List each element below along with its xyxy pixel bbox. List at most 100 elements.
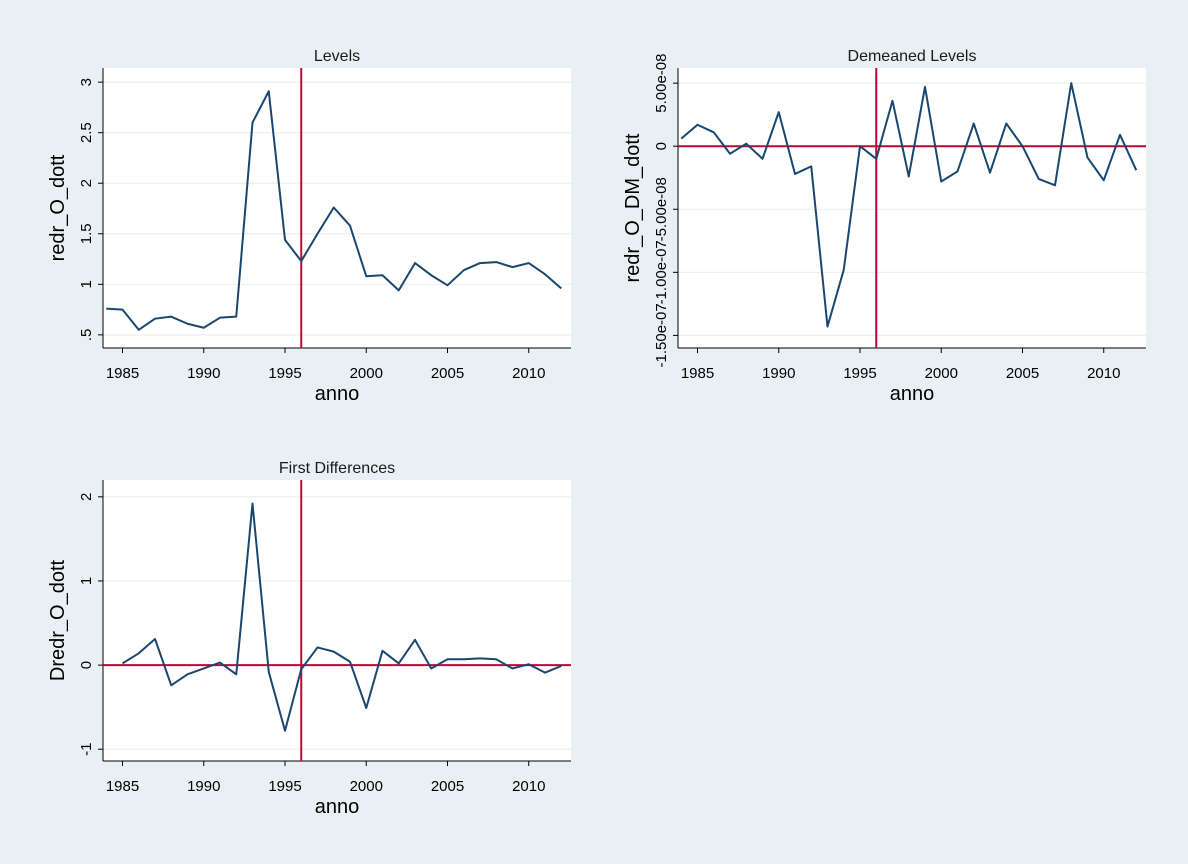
chart-2-point-1985 [695,122,700,127]
chart-3-point-1995 [283,728,288,733]
chart-2-point-1986 [711,130,716,135]
chart-2-point-1999 [923,84,928,89]
chart-3-title: First Differences [279,460,395,477]
chart-3-point-1992 [234,672,239,677]
chart-2-point-2003 [988,170,993,175]
chart-1-ytick-label-5: 3 [78,78,95,86]
chart-1-point-2002 [396,288,401,293]
chart-1-point-1991 [218,315,223,320]
chart-2-ytick-label-1: -1.00e-07 [653,240,670,304]
chart-2-ytick-label-0: -1.50e-07 [653,303,670,367]
chart-2-point-1995 [858,144,863,149]
chart-3-point-1988 [169,683,174,688]
chart-1-title: Levels [314,48,360,65]
chart-2-plot-area [678,68,1146,348]
chart-3-point-2005 [445,657,450,662]
chart-3-y-axis-label: Dredr_O_dott [47,559,69,681]
chart-2-point-2008 [1069,81,1074,86]
chart-3-point-1998 [331,649,336,654]
chart-2-point-2004 [1004,121,1009,126]
chart-1-point-2006 [461,268,466,273]
chart-2-xtick-label-0: 1985 [681,365,714,382]
chart-1-point-2012 [559,286,564,291]
chart-2-ytick-label-4: 5.00e-08 [653,54,670,113]
chart-1-point-1984 [104,306,109,311]
chart-2-point-1994 [841,267,846,272]
chart-2-xtick-label-3: 2000 [925,365,958,382]
chart-1-ytick-label-4: 2.5 [78,122,95,143]
chart-2-point-1992 [809,164,814,169]
chart-3-xtick-label-5: 2010 [512,778,545,795]
chart-3-point-2010 [526,662,531,667]
chart-1-plot-area [103,68,571,348]
chart-3-point-2012 [559,663,564,668]
chart-3-point-1997 [315,645,320,650]
chart-2-point-2002 [971,121,976,126]
chart-2-point-2006 [1036,176,1041,181]
chart-1-point-1994 [266,89,271,94]
chart-1-xtick-label-2: 1995 [268,365,301,382]
chart-1-xtick-label-1: 1990 [187,365,220,382]
chart-3-point-1996 [299,667,304,672]
chart-3-point-2009 [510,666,515,671]
chart-1-point-1988 [169,314,174,319]
chart-1-point-1986 [136,327,141,332]
chart-1-ytick-label-0: .5 [78,329,95,342]
chart-3-point-1986 [136,651,141,656]
chart-2-point-2000 [939,179,944,184]
chart-2-series-line-0 [680,82,1138,328]
chart-1-series-line-0 [106,90,562,331]
chart-2-point-1998 [906,174,911,179]
chart-1-point-2009 [510,265,515,270]
chart-2-point-2010 [1101,178,1106,183]
chart-2-point-2009 [1085,155,1090,160]
chart-3-point-2011 [543,670,548,675]
chart-2-point-1988 [744,141,749,146]
chart-3-xtick-label-4: 2005 [431,778,464,795]
chart-1-point-1997 [315,231,320,236]
chart-1-panel: .5 1 1.5 2 2.5 3 1985 1990 1995 2000 2005 2010 Level… [47,48,571,405]
chart-1-xtick-label-3: 2000 [350,365,383,382]
chart-3-xtick-label-0: 1985 [106,778,139,795]
chart-2-point-1987 [728,151,733,156]
chart-3-ytick-label-1: 0 [78,661,95,669]
chart-3-point-1994 [266,669,271,674]
chart-1-ytick-label-1: 1 [78,280,95,288]
chart-2-point-1991 [793,171,798,176]
chart-1-point-1989 [185,321,190,326]
chart-1-point-2000 [364,274,369,279]
chart-2-panel: -1.50e-07-1.00e-07-5.00e-08 0 5.00e-08 1985… [622,48,1146,405]
chart-1-point-2001 [380,273,385,278]
chart-2-point-1989 [760,156,765,161]
chart-1-point-1995 [283,237,288,242]
chart-1-y-axis-label: redr_O_dott [47,154,69,261]
chart-1-point-1998 [331,205,336,210]
chart-3-ytick-label-2: 1 [78,577,95,585]
chart-3-point-2000 [364,705,369,710]
chart-3-point-1985 [120,661,125,666]
chart-1-point-2010 [526,261,531,266]
chart-2-point-2005 [1020,144,1025,149]
chart-1-x-axis-label: anno [315,383,360,405]
chart-3-plot-area [103,480,571,761]
chart-2-ytick-label-2: -5.00e-08 [653,177,670,241]
chart-1-point-1999 [348,223,353,228]
chart-1-point-1985 [120,307,125,312]
chart-3-point-1987 [153,637,158,642]
chart-3-point-1993 [250,501,255,506]
chart-3-panel: -1 0 1 2 1985 1990 1995 2000 2005 2010 First Diffe… [47,460,571,818]
chart-2-xtick-label-1: 1990 [762,365,795,382]
chart-3-point-2004 [429,666,434,671]
chart-1-point-1993 [250,120,255,125]
chart-1-xtick-label-0: 1985 [106,365,139,382]
chart-1-point-2005 [445,283,450,288]
chart-3-point-2007 [478,656,483,661]
chart-1-point-2011 [543,272,548,277]
chart-3-point-1999 [348,659,353,664]
chart-2-xtick-label-4: 2005 [1006,365,1039,382]
chart-3-xtick-label-3: 2000 [350,778,383,795]
chart-3-point-1991 [218,660,223,665]
chart-3-point-2006 [461,657,466,662]
chart-2-point-1990 [776,110,781,115]
